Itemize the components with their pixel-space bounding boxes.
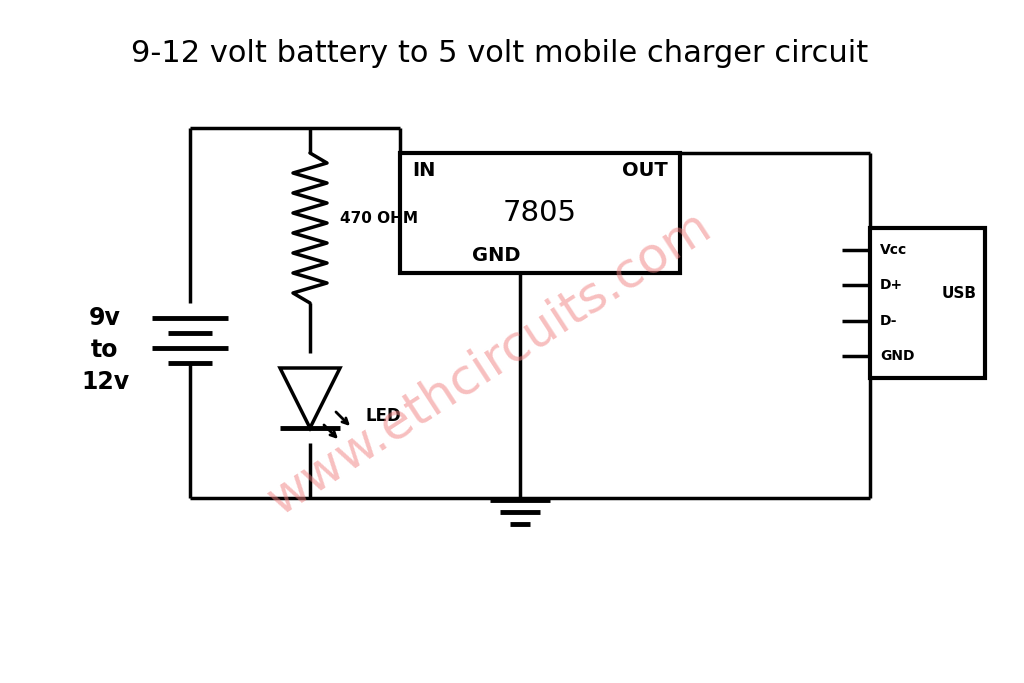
Text: 12v: 12v — [81, 370, 129, 394]
Text: 9-12 volt battery to 5 volt mobile charger circuit: 9-12 volt battery to 5 volt mobile charg… — [131, 38, 868, 68]
Text: Vcc: Vcc — [880, 243, 907, 257]
Text: 7805: 7805 — [503, 199, 577, 227]
Text: D+: D+ — [880, 279, 903, 292]
Text: 9v: 9v — [89, 306, 121, 330]
Text: www.ethcircuits.com: www.ethcircuits.com — [259, 201, 721, 525]
Text: D-: D- — [880, 313, 897, 328]
Text: 470 OHM: 470 OHM — [340, 210, 418, 225]
Text: GND: GND — [472, 246, 520, 265]
Polygon shape — [280, 368, 340, 428]
Text: IN: IN — [412, 161, 435, 180]
Text: OUT: OUT — [623, 161, 668, 180]
Text: USB: USB — [942, 285, 977, 301]
Text: GND: GND — [880, 349, 914, 363]
Text: LED: LED — [365, 407, 400, 425]
Bar — [870, 228, 985, 378]
Text: to: to — [91, 338, 119, 362]
Bar — [400, 153, 680, 273]
